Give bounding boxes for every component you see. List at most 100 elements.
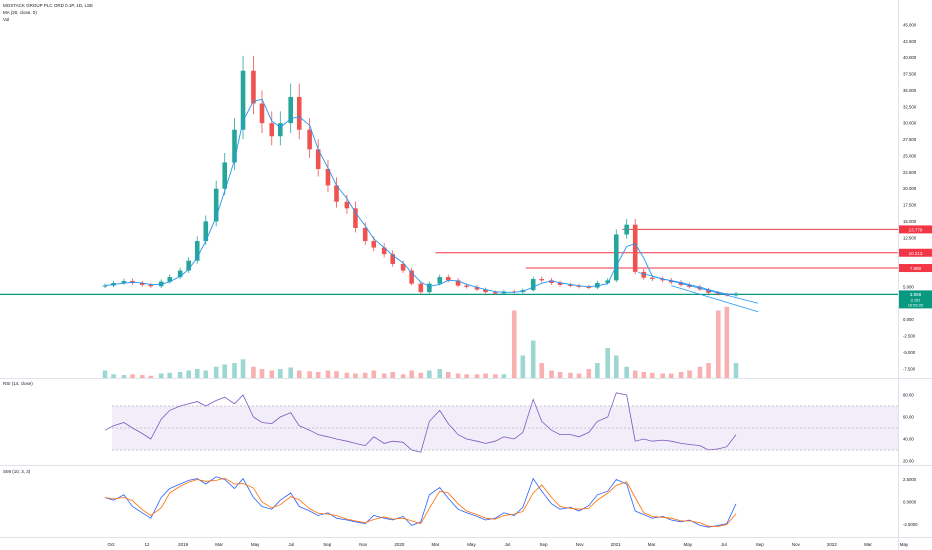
candle-body xyxy=(641,271,647,278)
descending-channel xyxy=(638,272,759,313)
time-tick-label: May xyxy=(467,542,476,547)
volume-bar xyxy=(102,370,108,378)
volume-bar xyxy=(464,374,469,378)
volume-indicator-label[interactable]: Vol xyxy=(3,17,10,22)
volume-bar xyxy=(474,374,480,378)
candle-body xyxy=(464,285,469,287)
volume-bar xyxy=(520,355,526,378)
volume-bar xyxy=(288,367,293,378)
volume-bar xyxy=(213,366,219,378)
candle-body xyxy=(539,279,545,281)
candle-body xyxy=(362,227,368,242)
smi-tick-label: 2.5000 xyxy=(903,477,917,482)
volume-bar xyxy=(605,348,611,378)
volume-bar xyxy=(437,369,443,378)
volume-bar xyxy=(501,374,507,378)
time-tick-label: Nov xyxy=(359,542,368,547)
smi-indicator-label[interactable]: SMI (10, 3, 3) xyxy=(3,469,31,474)
smi-tick-label: -2.5000 xyxy=(903,522,918,527)
volume-bar xyxy=(251,366,256,378)
price-tick-label: 42.500 xyxy=(903,39,917,44)
level-badge-label: 10.213 xyxy=(909,251,923,256)
candle-body xyxy=(530,279,536,291)
price-tick-label: 25.000 xyxy=(903,153,917,158)
candle-body xyxy=(624,224,629,235)
volume-bar xyxy=(259,369,265,378)
candle-body xyxy=(102,285,108,287)
price-tick-label: 37.500 xyxy=(903,72,917,77)
price-tick-label: 15.000 xyxy=(903,219,917,224)
time-tick-label: 12 xyxy=(145,542,151,547)
volume-bar xyxy=(613,355,619,378)
time-tick-label: Sep xyxy=(756,542,765,547)
volume-bar xyxy=(409,370,414,378)
volume-bar xyxy=(344,372,350,378)
volume-bar xyxy=(549,370,554,378)
time-tick-label: Oct xyxy=(107,542,115,547)
rsi-grid xyxy=(112,405,898,451)
candle-body xyxy=(121,281,127,283)
volume-bar xyxy=(632,370,638,378)
volume-bar xyxy=(390,372,396,378)
candle-body xyxy=(269,123,275,137)
volume-bar xyxy=(148,375,154,378)
volume-bar xyxy=(400,374,406,378)
time-tick-label: Jul xyxy=(288,542,294,547)
candle-body xyxy=(595,282,600,288)
smi-axis: 2.5000 0.0000 -2.5000 xyxy=(903,477,918,527)
price-tick-label: 20.000 xyxy=(903,186,917,191)
candle-body xyxy=(315,149,321,169)
level-badge-label: 7.880 xyxy=(910,266,922,271)
candle-body xyxy=(307,129,312,150)
current-price-badge xyxy=(899,290,932,309)
candle-body xyxy=(148,284,154,287)
price-tick-label: 30.000 xyxy=(903,121,917,126)
volume-bar xyxy=(315,372,321,378)
candle-series xyxy=(102,55,739,297)
ma-series xyxy=(104,98,737,295)
volume-bar xyxy=(418,372,424,378)
volume-bar xyxy=(139,375,145,378)
candle-body xyxy=(455,280,461,286)
time-tick-label: May xyxy=(251,542,260,547)
volume-bar xyxy=(668,373,674,378)
volume-bar xyxy=(624,366,629,378)
volume-bar xyxy=(381,373,387,378)
resistance-levels xyxy=(435,228,898,269)
rsi-series xyxy=(104,392,737,453)
channel-upper-line xyxy=(638,272,759,304)
candle-body xyxy=(344,201,350,209)
volume-bar xyxy=(733,363,739,378)
price-tick-label: 27.500 xyxy=(903,137,917,142)
time-axis: Oct 12 2019 Mar May Jul Sep Nov 2020 Mar May Jul Sep… xyxy=(107,542,909,547)
price-tick-label: -7.500 xyxy=(903,366,916,371)
level-badge xyxy=(899,225,932,234)
candle-body xyxy=(650,277,655,280)
volume-bar xyxy=(530,340,536,378)
ma-indicator-label[interactable]: MA (20, close, 0) xyxy=(3,10,37,15)
time-tick-label: Sep xyxy=(540,542,549,547)
rsi-indicator-label[interactable]: RSI (14, close) xyxy=(3,381,33,386)
current-price-extra: 3.151 xyxy=(910,298,921,303)
volume-bar xyxy=(697,366,703,378)
time-tick-label: Mar xyxy=(432,542,440,547)
volume-bar xyxy=(158,373,164,378)
volume-bar xyxy=(557,372,563,378)
volume-bar xyxy=(222,364,228,378)
candle-body xyxy=(251,70,256,104)
candle-body xyxy=(586,286,592,288)
rsi-tick-label: 80.00 xyxy=(903,393,914,398)
candle-body xyxy=(371,241,377,248)
time-tick-label: 2022 xyxy=(827,542,838,547)
symbol-title[interactable]: MOSTACK GROUP PLC ORD 0.1P, 1D, LSE xyxy=(3,3,94,8)
candle-body xyxy=(390,254,396,264)
candle-body xyxy=(605,280,611,283)
price-tick-label: 12.500 xyxy=(903,235,917,240)
volume-bar xyxy=(586,369,592,378)
price-axis: 45.000 42.500 40.000 37.500 35.000 32.500 30.0… xyxy=(903,22,917,371)
volume-bar xyxy=(371,370,377,378)
volume-bar xyxy=(678,372,684,378)
price-tick-label: 22.500 xyxy=(903,170,917,175)
candle-body xyxy=(632,224,638,272)
